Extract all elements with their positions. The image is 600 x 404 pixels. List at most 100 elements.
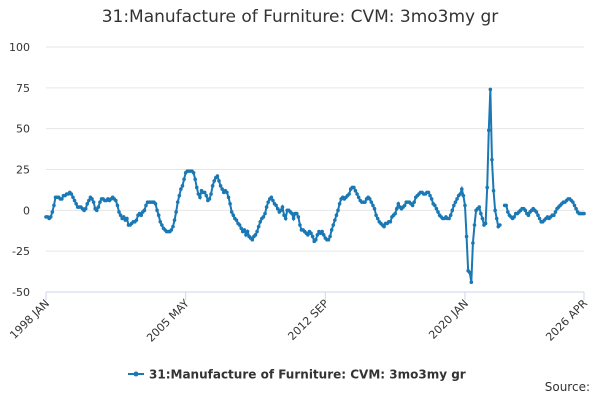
data-point — [394, 206, 399, 211]
data-point — [572, 203, 577, 208]
data-point — [245, 229, 250, 234]
data-point — [352, 185, 356, 190]
y-tick-label: 0 — [23, 204, 30, 217]
data-point — [471, 241, 475, 245]
data-point — [320, 229, 324, 234]
data-point — [321, 233, 326, 237]
data-point — [326, 237, 331, 242]
y-tick-label: 75 — [16, 82, 30, 95]
data-point — [60, 197, 64, 201]
data-point — [207, 197, 212, 201]
data-point — [371, 203, 375, 208]
data-point — [452, 203, 456, 208]
data-point — [309, 231, 313, 235]
data-point — [310, 234, 315, 239]
data-point — [253, 233, 258, 237]
data-point — [455, 197, 459, 201]
data-point — [374, 213, 378, 218]
data-point — [217, 179, 221, 183]
legend-label: 31:Manufacture of Furniture: CVM: 3mo3my… — [149, 368, 466, 382]
data-point — [91, 200, 96, 204]
data-point — [196, 192, 201, 196]
data-point — [485, 185, 489, 190]
data-point — [553, 210, 558, 214]
y-tick-label: 25 — [16, 164, 30, 177]
data-point — [490, 157, 494, 162]
data-point — [477, 205, 482, 209]
data-point — [264, 205, 269, 209]
data-point — [98, 200, 102, 204]
data-point — [294, 211, 299, 216]
data-point — [83, 206, 88, 211]
data-point — [480, 216, 485, 221]
data-point — [467, 270, 472, 275]
data-point — [96, 205, 101, 209]
data-point — [117, 210, 121, 214]
data-point — [536, 213, 540, 218]
data-point — [483, 221, 488, 226]
data-point — [234, 218, 239, 222]
data-point — [226, 195, 231, 200]
data-point — [229, 210, 234, 214]
data-point — [114, 198, 118, 203]
data-point — [488, 87, 493, 92]
data-point — [290, 211, 294, 216]
data-point — [202, 190, 207, 195]
x-tick-label: 2012 SEP — [285, 297, 331, 343]
data-point — [182, 177, 186, 182]
x-tick-label: 2020 JAN — [426, 297, 471, 342]
data-point — [121, 215, 126, 219]
data-point — [250, 237, 255, 242]
data-point — [537, 216, 542, 221]
data-point — [464, 234, 469, 239]
data-point — [282, 213, 286, 218]
data-point — [180, 184, 185, 188]
data-point — [50, 210, 55, 214]
data-point — [142, 208, 147, 213]
data-point — [242, 228, 247, 232]
data-point — [375, 216, 380, 221]
data-point — [209, 192, 213, 196]
data-point — [331, 223, 336, 227]
data-point — [494, 216, 499, 221]
data-point — [218, 184, 223, 188]
data-point — [486, 128, 491, 133]
data-point — [369, 200, 374, 204]
source-label: Source: — [545, 380, 590, 394]
data-point — [315, 233, 320, 237]
data-point — [498, 223, 502, 227]
series-line — [46, 89, 501, 283]
chart-title: 31:Manufacture of Furniture: CVM: 3mo3my… — [102, 7, 499, 27]
data-point — [69, 192, 74, 196]
data-point — [333, 218, 337, 222]
data-point — [504, 203, 509, 208]
data-point — [402, 203, 407, 208]
data-point — [334, 213, 339, 218]
data-point — [94, 208, 99, 213]
data-point — [160, 223, 164, 227]
data-point — [274, 203, 278, 208]
data-point — [155, 208, 159, 213]
data-point — [87, 198, 91, 203]
data-point — [429, 197, 434, 201]
data-point — [450, 208, 455, 213]
data-point — [453, 200, 458, 204]
data-point — [461, 193, 466, 198]
data-point — [552, 213, 556, 218]
data-point — [256, 224, 261, 229]
data-point — [434, 206, 439, 211]
data-point — [574, 206, 578, 211]
data-point — [367, 197, 372, 201]
data-point — [463, 203, 467, 208]
data-point — [337, 202, 342, 206]
data-point — [328, 234, 332, 239]
data-point — [279, 208, 283, 213]
data-point — [139, 213, 144, 218]
data-point — [225, 190, 229, 195]
data-point — [158, 219, 163, 224]
data-point — [363, 200, 367, 204]
data-point — [153, 202, 158, 206]
data-point — [179, 187, 183, 191]
